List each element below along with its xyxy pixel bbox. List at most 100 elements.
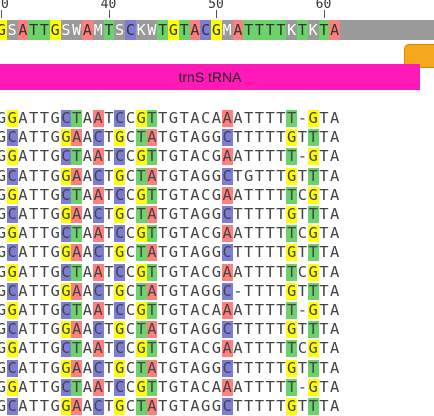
sequence-base: T: [319, 147, 329, 166]
sequence-base: A: [18, 147, 28, 166]
sequence-base: G: [243, 166, 254, 185]
sequence-base: A: [211, 301, 222, 319]
trns-trna-annotation[interactable]: trnS tRNA: [0, 64, 420, 90]
sequence-base: G: [211, 128, 222, 147]
sequence-base: T: [104, 320, 114, 339]
sequence-base: T: [297, 320, 308, 339]
sequence-base: A: [92, 377, 104, 396]
sequence-base: T: [157, 224, 168, 243]
sequence-base: G: [50, 339, 60, 358]
position-ruler: 30 40 50 60: [0, 0, 434, 18]
sequence-base: T: [319, 166, 329, 185]
sequence-base: G: [200, 205, 211, 223]
sequence-base: A: [18, 339, 28, 358]
sequence-base: A: [190, 243, 200, 262]
sequence-base: G: [211, 224, 222, 243]
sequence-base: T: [243, 128, 254, 147]
sequence-base: G: [286, 320, 297, 339]
sequence-base: A: [221, 224, 233, 243]
sequence-base: T: [254, 185, 265, 204]
sequence-base: G: [135, 262, 147, 281]
sequence-base: A: [329, 147, 340, 166]
sequence-base: C: [221, 243, 233, 262]
sequence-base: T: [28, 377, 39, 396]
sequence-base: G: [60, 128, 72, 147]
consensus-base: T: [103, 20, 115, 40]
sequence-base: T: [39, 205, 50, 223]
sequence-base: G: [0, 128, 7, 147]
sequence-base: T: [319, 339, 329, 358]
sequence-base: A: [71, 243, 82, 262]
sequence-base: G: [114, 243, 125, 262]
sequence-base: A: [18, 110, 28, 127]
sequence-base: C: [114, 339, 125, 358]
sequence-base: G: [50, 397, 60, 415]
sequence-base: G: [114, 281, 125, 300]
sequence-base: A: [18, 166, 28, 185]
ruler-tick-mark: [1, 10, 2, 18]
sequence-base: C: [125, 377, 136, 396]
sequence-base: C: [114, 185, 125, 204]
sequence-base: A: [146, 205, 158, 223]
consensus-base: T: [243, 20, 254, 40]
sequence-base: A: [82, 224, 93, 243]
sequence-base: A: [221, 339, 233, 358]
sequence-base: A: [190, 301, 200, 319]
consensus-base: A: [82, 20, 93, 40]
sequence-base: T: [265, 377, 275, 396]
sequence-base: T: [28, 320, 39, 339]
sequence-base: A: [221, 110, 233, 127]
sequence-base: G: [6, 185, 18, 204]
sequence-base: C: [125, 205, 136, 223]
sequence-base: C: [200, 110, 211, 127]
sequence-base: A: [82, 185, 93, 204]
sequence-base: C: [60, 377, 72, 396]
sequence-base: G: [0, 224, 7, 243]
sequence-base: A: [82, 281, 93, 300]
sequence-base: A: [18, 281, 28, 300]
sequence-base: T: [307, 166, 319, 185]
sequence-base: C: [200, 301, 211, 319]
sequence-base: C: [221, 166, 233, 185]
sequence-base: T: [135, 243, 147, 262]
sequence-base: T: [276, 339, 286, 358]
sequence-base: A: [233, 185, 243, 204]
consensus-base: G: [0, 20, 7, 40]
sequence-base: A: [329, 205, 340, 223]
sequence-base: G: [307, 185, 319, 204]
sequence-base: T: [104, 358, 114, 377]
sequence-base: G: [0, 262, 7, 281]
sequence-base: T: [179, 224, 189, 243]
ruler-tick-mark: [323, 10, 325, 18]
sequence-base: T: [254, 128, 265, 147]
sequence-base: T: [28, 301, 39, 319]
sequence-base: C: [114, 110, 125, 127]
sequence-base: G: [114, 320, 125, 339]
sequence-base: T: [297, 397, 308, 415]
sequence-base: G: [0, 301, 7, 319]
sequence-base: T: [243, 185, 254, 204]
sequence-base: C: [125, 262, 136, 281]
sequence-base: G: [0, 358, 7, 377]
sequence-base: T: [28, 243, 39, 262]
sequence-base: T: [243, 262, 254, 281]
sequence-base: G: [200, 320, 211, 339]
ruler-tick-label: 30: [0, 0, 9, 12]
sequence-base: T: [276, 205, 286, 223]
